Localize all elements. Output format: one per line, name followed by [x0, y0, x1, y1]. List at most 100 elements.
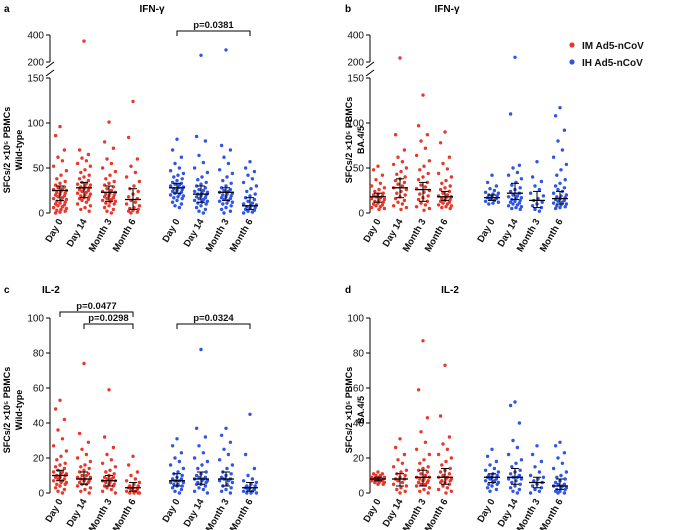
data-point	[194, 473, 199, 478]
data-point	[241, 489, 246, 493]
data-point	[59, 173, 63, 177]
data-point	[510, 480, 514, 485]
data-point	[104, 177, 108, 181]
data-point	[197, 475, 201, 479]
x-tick-label: Day 0	[160, 497, 182, 524]
data-point	[448, 206, 452, 211]
data-point	[63, 209, 67, 213]
data-point	[532, 479, 536, 483]
data-point	[75, 191, 80, 195]
data-point	[419, 139, 423, 143]
data-point	[62, 417, 67, 422]
data-point	[217, 199, 222, 203]
data-point	[427, 452, 432, 457]
data-point	[84, 190, 89, 194]
panel-a: a IFN-γ SFCs/2 ×10⁵ PBMCs Wild-type 0 50 1…	[2, 4, 259, 254]
data-point	[518, 198, 522, 203]
data-point	[105, 477, 109, 481]
data-point	[84, 159, 89, 163]
data-point	[205, 459, 210, 464]
x-tick-label: Day 14	[65, 216, 90, 249]
data-point	[404, 484, 409, 488]
data-point	[222, 447, 226, 451]
data-point	[201, 487, 206, 492]
data-point	[175, 137, 179, 141]
y-tick-label: 100	[347, 119, 364, 130]
data-point	[399, 486, 403, 490]
data-point	[517, 163, 522, 167]
data-point	[201, 211, 206, 215]
data-point	[170, 444, 175, 448]
data-point	[404, 166, 409, 170]
data-point	[175, 198, 179, 203]
data-point	[109, 188, 114, 193]
data-point	[444, 178, 448, 183]
data-point	[173, 161, 177, 166]
data-point	[77, 470, 82, 474]
data-point	[510, 465, 514, 469]
data-point	[58, 484, 62, 488]
axis-break-mark	[365, 61, 375, 69]
data-point	[197, 209, 201, 213]
data-point	[440, 181, 444, 185]
data-point	[506, 195, 511, 199]
data-point	[530, 452, 535, 457]
data-point	[556, 491, 560, 495]
data-point	[175, 178, 179, 183]
data-point	[129, 473, 133, 478]
data-point	[129, 211, 133, 215]
data-point	[396, 479, 400, 483]
data-point	[109, 458, 114, 462]
significance-bracket	[83, 323, 134, 329]
data-point	[449, 204, 454, 208]
data-point	[204, 202, 208, 206]
data-point	[485, 454, 490, 458]
data-point	[109, 211, 114, 215]
data-point	[494, 459, 499, 464]
data-point	[555, 204, 559, 208]
data-point	[485, 180, 490, 185]
data-point	[425, 133, 430, 137]
data-point	[51, 470, 56, 474]
data-point	[102, 484, 107, 488]
data-point	[519, 477, 524, 481]
data-point	[217, 479, 222, 483]
data-point	[537, 209, 542, 213]
significance-label: p=0.0298	[88, 313, 128, 324]
data-point	[80, 156, 84, 160]
data-point	[221, 178, 225, 183]
data-point	[126, 135, 131, 140]
data-point	[55, 190, 59, 194]
data-point	[80, 189, 84, 194]
data-point	[491, 201, 495, 205]
data-point	[219, 433, 224, 437]
data-point	[75, 182, 80, 186]
data-point	[77, 480, 82, 485]
data-point	[443, 363, 447, 367]
data-point	[436, 171, 441, 176]
data-point	[382, 197, 387, 202]
data-point	[80, 447, 84, 451]
data-point	[199, 347, 203, 352]
data-point	[176, 173, 180, 177]
data-point	[205, 491, 210, 495]
data-point	[201, 197, 206, 202]
data-point	[192, 189, 197, 194]
data-point	[427, 206, 432, 211]
legend-label-im: IM Ad5-nCoV	[582, 41, 644, 52]
data-point	[87, 173, 91, 177]
data-point	[416, 480, 421, 485]
data-point	[77, 177, 82, 181]
data-point	[419, 430, 423, 434]
data-point	[132, 491, 136, 495]
x-tick-label: Day 14	[182, 216, 207, 249]
data-point	[436, 452, 441, 457]
data-point	[168, 169, 173, 173]
data-point	[560, 461, 565, 465]
data-point	[376, 482, 380, 486]
panel-title: IFN-γ	[140, 4, 165, 15]
data-point	[129, 487, 133, 492]
data-point	[559, 473, 563, 478]
data-point	[199, 182, 203, 186]
data-point	[53, 407, 58, 411]
